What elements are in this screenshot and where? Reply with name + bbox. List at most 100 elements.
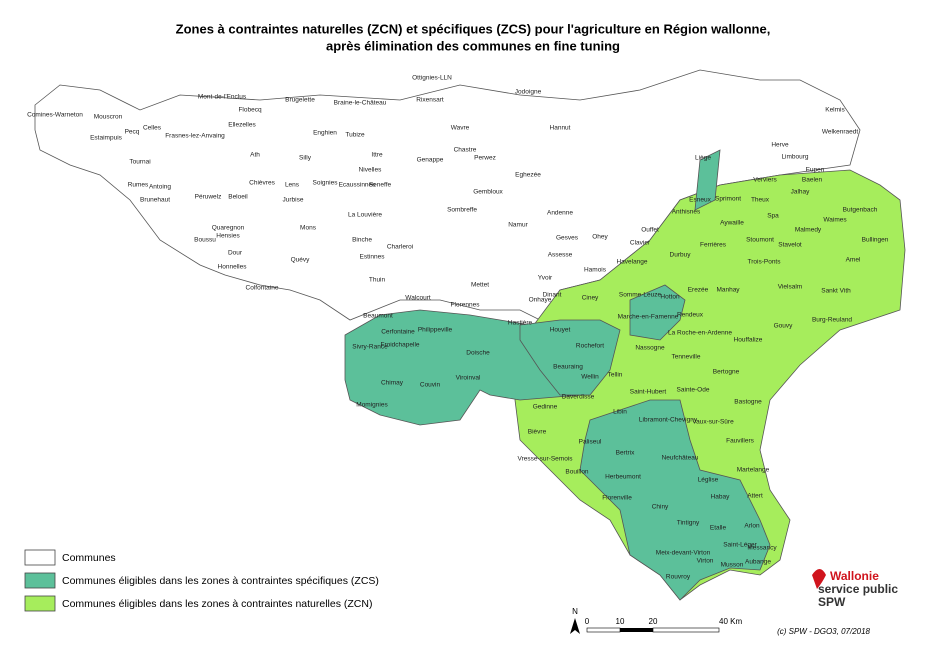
commune-label: Waimes (823, 217, 847, 224)
commune-label: Lens (285, 182, 300, 189)
commune-label: Welkenraedt (822, 129, 859, 136)
commune-label: Tintigny (677, 520, 700, 527)
commune-label: Sivry-Rance (352, 344, 388, 351)
commune-label: Ouffet (641, 227, 659, 234)
scale-label: 40 Km (719, 617, 742, 626)
commune-label: Musson (721, 562, 744, 569)
commune-label: Stavelot (778, 242, 802, 249)
commune-label: Eghezée (515, 172, 541, 179)
commune-label: Bullingen (862, 237, 889, 244)
commune-label: Perwez (474, 155, 496, 162)
legend-label: Communes (62, 552, 116, 564)
commune-label: Beaumont (363, 313, 393, 320)
commune-label: Celles (143, 125, 162, 132)
commune-label: Genappe (417, 157, 444, 164)
commune-label: Honnelles (218, 264, 248, 271)
commune-label: Erezée (688, 287, 709, 294)
commune-label: Bouillon (565, 469, 589, 476)
commune-label: Aubange (745, 559, 771, 566)
commune-label: Viroinval (456, 375, 481, 382)
commune-label: Rouvroy (666, 574, 691, 581)
commune-label: Marche-en-Famenne (618, 314, 679, 321)
commune-label: Havelange (616, 259, 647, 266)
commune-label: Chièvres (249, 180, 275, 187)
commune-label: Florenville (602, 495, 632, 502)
commune-label: Hannut (550, 125, 571, 132)
commune-label: Quaregnon (212, 225, 245, 232)
scale-label: 20 (649, 617, 658, 626)
logo-line1: Wallonie (830, 569, 879, 583)
commune-label: Frasnes-lez-Anvaing (165, 133, 225, 140)
commune-label: Silly (299, 155, 312, 162)
commune-label: Saint-Léger (723, 542, 757, 549)
commune-label: Vaux-sur-Sûre (692, 419, 734, 426)
commune-label: Chastre (454, 147, 477, 154)
commune-label: Fauvillers (726, 438, 755, 445)
commune-label: Tellin (608, 372, 623, 379)
north-arrow (570, 618, 580, 634)
commune-label: Bastogne (734, 399, 762, 406)
commune-label: Momignies (356, 402, 388, 409)
commune-label: Sankt Vith (821, 288, 851, 295)
commune-label: Boussu (194, 237, 216, 244)
commune-label: Arlon (744, 523, 760, 530)
commune-label: Beauraing (553, 364, 583, 371)
commune-label: Ecaussinnes (339, 182, 377, 189)
commune-label: Comines-Warneton (27, 112, 83, 119)
commune-label: Tubize (345, 132, 365, 139)
commune-label: Ciney (582, 295, 599, 302)
commune-label: Ohey (592, 234, 608, 241)
region-zcs (694, 149, 721, 211)
commune-label: Mont-de-l'Enclus (198, 94, 247, 101)
commune-label: Rixensart (416, 97, 444, 104)
title-line1: Zones à contraintes naturelles (ZCN) et … (176, 21, 771, 36)
commune-label: Mettet (471, 282, 489, 289)
commune-label: Flobecq (238, 107, 262, 114)
commune-label: Namur (508, 222, 528, 229)
commune-label: Bertogne (713, 369, 740, 376)
commune-label: Colfontaine (246, 285, 279, 292)
commune-label: Houffalize (734, 337, 763, 344)
legend-swatch (24, 572, 56, 589)
commune-label: Couvin (420, 382, 441, 389)
credit: (c) SPW - DGO3, 07/2018 (777, 627, 870, 636)
commune-label: Butgenbach (843, 207, 878, 214)
commune-label: Eupen (806, 167, 825, 174)
commune-label: Tenneville (672, 354, 701, 361)
commune-label: Cerfontaine (381, 329, 415, 336)
commune-label: Spa (767, 213, 779, 220)
commune-label: Herbeumont (605, 474, 641, 481)
commune-label: Estinnes (360, 254, 386, 261)
commune-label: Attert (747, 493, 763, 500)
commune-label: Bièvre (528, 429, 547, 436)
commune-label: Chiny (652, 504, 669, 511)
commune-label: Walcourt (405, 295, 431, 302)
commune-label: Sprimont (715, 196, 741, 203)
commune-label: Dinant (543, 292, 562, 299)
commune-label: Rochefort (576, 343, 604, 350)
commune-label: Quévy (291, 257, 311, 264)
commune-label: Péruwelz (195, 194, 222, 201)
commune-label: Daverdisse (562, 394, 595, 401)
commune-label: Florennes (451, 302, 481, 309)
commune-label: Libin (613, 409, 627, 416)
commune-label: Wavre (451, 125, 470, 132)
scale-segment (620, 628, 653, 632)
commune-label: Hastière (508, 320, 533, 327)
commune-label: Antoing (149, 184, 171, 191)
commune-label: Dour (228, 250, 243, 257)
commune-label: Neufchâteau (662, 455, 699, 462)
scale-segment (586, 627, 621, 633)
commune-label: Burg-Reuland (812, 317, 852, 324)
commune-label: Martelange (737, 467, 770, 474)
commune-label: Gesves (556, 235, 579, 242)
commune-label: Kelmis (825, 107, 845, 114)
commune-label: Yvoir (538, 275, 553, 282)
commune-label: Jalhay (791, 189, 811, 196)
commune-label: Habay (711, 494, 731, 501)
commune-label: Baelen (802, 177, 823, 184)
legend-swatch (24, 595, 56, 612)
commune-label: Vresse-sur-Semois (517, 456, 573, 463)
commune-label: Amel (846, 257, 861, 264)
commune-label: Vielsalm (778, 284, 802, 291)
